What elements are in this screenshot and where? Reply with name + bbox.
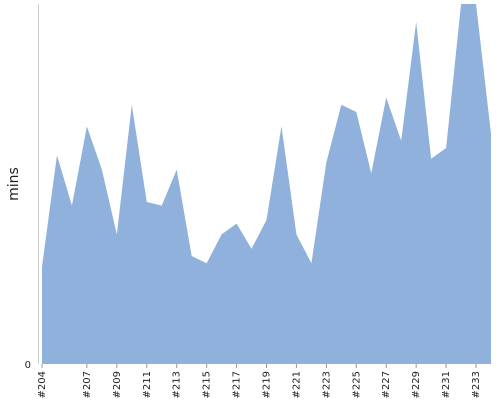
series-area bbox=[42, 4, 491, 364]
x-tick-label: #231 bbox=[441, 371, 452, 398]
x-tick-label: #225 bbox=[351, 371, 362, 398]
x-tick-label: #207 bbox=[82, 371, 93, 398]
x-tick-label: #233 bbox=[471, 371, 482, 398]
y-tick-label: 0 bbox=[25, 360, 31, 371]
area-layer bbox=[42, 4, 491, 364]
x-tick-label: #221 bbox=[291, 371, 302, 398]
x-tick-label: #204 bbox=[37, 371, 48, 398]
x-tick-label: #223 bbox=[321, 371, 332, 398]
x-tick-label: #219 bbox=[262, 371, 273, 398]
x-tick-label: #211 bbox=[142, 371, 153, 398]
y-tick-layer: 0 bbox=[25, 360, 31, 371]
x-tick-label: #209 bbox=[112, 371, 123, 398]
x-tick-label: #227 bbox=[381, 371, 392, 398]
x-tick-label: #217 bbox=[232, 371, 243, 398]
x-tick-label: #229 bbox=[411, 371, 422, 398]
x-tick-label: #213 bbox=[172, 371, 183, 398]
x-tick-label: #215 bbox=[202, 371, 213, 398]
x-tick-layer: #204 #207 #209 #211 #213 #215 #217 #219 #221 #223… bbox=[37, 364, 482, 398]
y-axis-title: mins bbox=[6, 167, 22, 201]
